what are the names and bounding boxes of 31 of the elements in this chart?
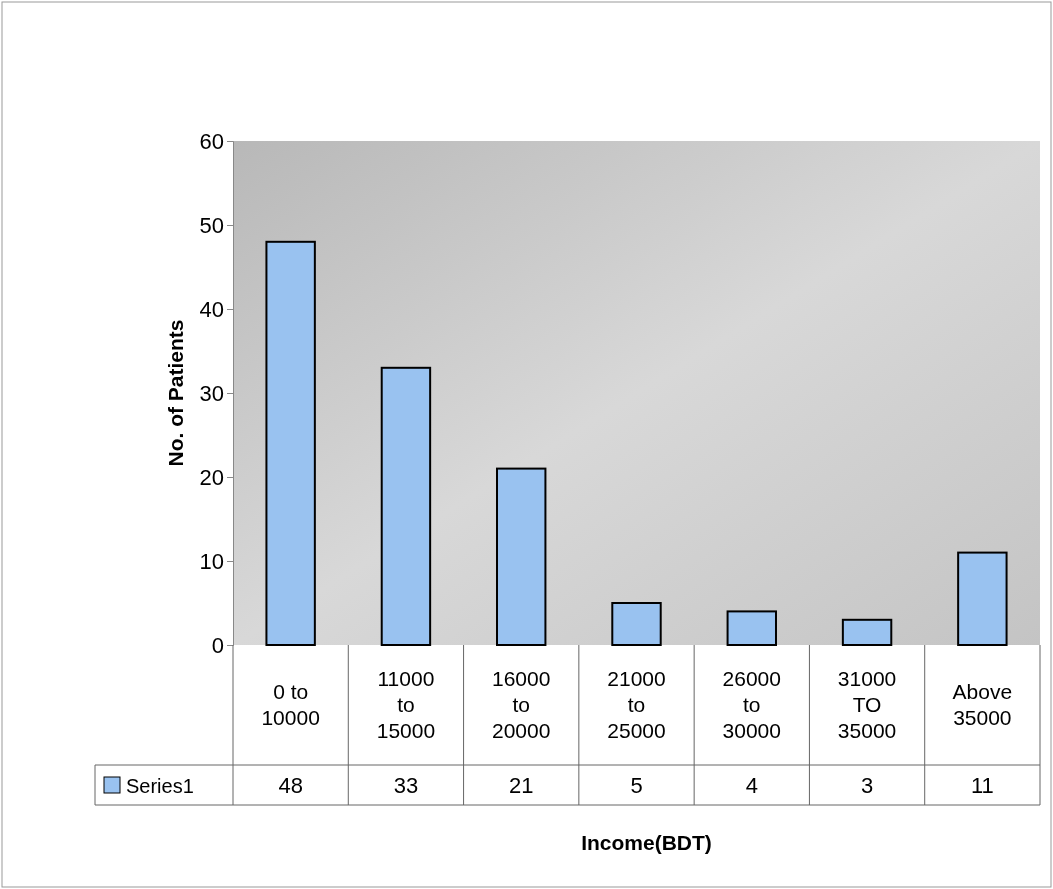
y-tick-label: 30: [199, 380, 224, 406]
bar: [496, 467, 547, 646]
y-tick-label: 40: [199, 296, 224, 322]
x-tick-label: 16000 to 20000: [492, 667, 551, 742]
bar: [265, 240, 316, 646]
y-tick-label: 20: [199, 464, 224, 490]
data-label: 3: [860, 773, 874, 798]
x-tick-label: Above 35000: [952, 680, 1013, 729]
y-tick-label: 50: [199, 212, 224, 238]
y-axis-title: No. of Patients: [164, 319, 187, 467]
bar: [611, 602, 662, 646]
bar: [380, 366, 432, 646]
x-tick-label: 11000 to 15000: [376, 667, 436, 742]
x-tick-label: 0 to 10000: [261, 680, 320, 729]
x-tick-label: 21000 to 25000: [607, 667, 666, 742]
y-tick-label: 0: [211, 632, 224, 658]
legend-label: Series1: [126, 775, 194, 797]
bar: [957, 551, 1008, 646]
bar: [726, 610, 777, 646]
data-label: 5: [630, 773, 643, 798]
y-tick-label: 10: [199, 548, 224, 574]
data-label: 21: [508, 773, 534, 798]
x-axis-title: Income(BDT): [581, 831, 712, 854]
bar: [841, 618, 893, 646]
x-tick-label: 26000 to 30000: [722, 667, 781, 742]
data-label: 11: [970, 773, 994, 798]
data-label: 48: [278, 773, 303, 798]
data-label: 4: [745, 773, 758, 798]
y-tick-label: 60: [199, 128, 224, 154]
data-label: 33: [393, 773, 419, 798]
x-tick-label: 31000 TO 35000: [837, 667, 897, 742]
